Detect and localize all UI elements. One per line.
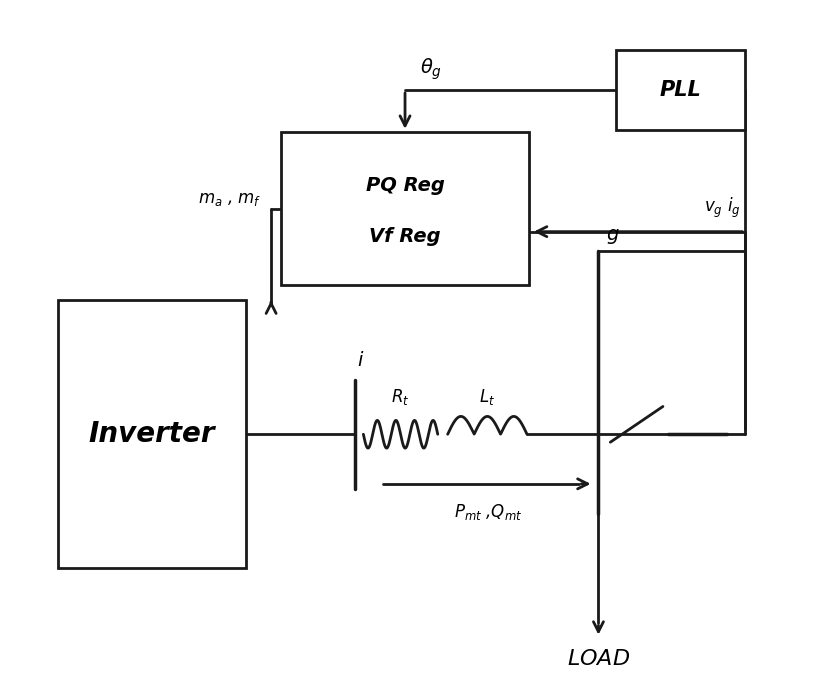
- Text: Inverter: Inverter: [89, 421, 215, 448]
- Text: PLL: PLL: [660, 80, 702, 100]
- Text: $L_t$: $L_t$: [479, 387, 495, 407]
- Text: $P_{mt}$ ,$Q_{mt}$: $P_{mt}$ ,$Q_{mt}$: [455, 501, 522, 522]
- Bar: [616, 50, 745, 130]
- Bar: [281, 132, 529, 285]
- Text: $R_t$: $R_t$: [392, 387, 410, 407]
- Text: $m_a$ , $m_f$: $m_a$ , $m_f$: [197, 189, 261, 208]
- Text: $g$: $g$: [606, 227, 620, 246]
- Bar: [58, 300, 246, 568]
- Text: Vf Reg: Vf Reg: [369, 227, 441, 246]
- Text: $v_g$ $i_g$: $v_g$ $i_g$: [703, 196, 740, 220]
- Text: $LOAD$: $LOAD$: [567, 650, 630, 670]
- Text: $i$: $i$: [357, 351, 364, 370]
- Text: PQ Reg: PQ Reg: [366, 176, 445, 195]
- Text: $\theta_g$: $\theta_g$: [420, 57, 442, 82]
